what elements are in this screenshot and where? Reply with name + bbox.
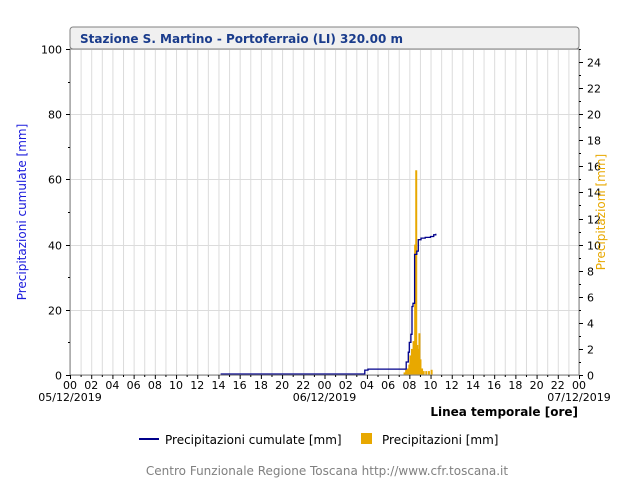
x-tick-label: 12 [445, 379, 459, 392]
x-tick-label: 08 [402, 379, 416, 392]
y-right-tick-label: 22 [587, 83, 601, 96]
precip-bar [409, 355, 412, 375]
x-tick-label: 02 [339, 379, 353, 392]
y-right-tick-label: 12 [587, 214, 601, 227]
precip-bar [425, 371, 428, 375]
precip-bar [415, 170, 418, 375]
chart-title: Stazione S. Martino - Portoferraio (LI) … [80, 32, 403, 46]
x-tick-label: 16 [233, 379, 247, 392]
y-axis-left-label: Precipitazioni cumulate [mm] [15, 124, 29, 301]
x-tick-label: 18 [254, 379, 268, 392]
y-right-tick-label: 14 [587, 187, 601, 200]
x-axis: 00 02 04 06 08 10 12 14 16 18 20 22 00 02 04 06 08 10 12 14… [38, 375, 611, 404]
y-axis-right-label: Precipitazioni [mm] [594, 154, 608, 271]
y-right-tick-label: 18 [587, 135, 601, 148]
x-tick-label: 00 [572, 379, 586, 392]
x-tick-label: 06 [127, 379, 141, 392]
footer-credit: Centro Funzionale Regione Toscana http:/… [146, 464, 508, 478]
precip-bar [408, 364, 411, 375]
precip-bar [418, 333, 421, 375]
x-tick-label: 10 [424, 379, 438, 392]
x-tick-label: 04 [105, 379, 119, 392]
precip-bar [421, 368, 424, 375]
precip-bar [419, 359, 422, 375]
x-tick-label: 20 [530, 379, 544, 392]
x-axis-label: Linea temporale [ore] [430, 405, 578, 419]
x-tick-label: 04 [360, 379, 374, 392]
precip-bar [403, 372, 406, 375]
y-right-tick-label: 4 [587, 318, 594, 331]
y-right-tick-label: 24 [587, 57, 601, 70]
precip-bar [406, 368, 409, 375]
x-tick-label: 12 [190, 379, 204, 392]
x-tick-label: 10 [169, 379, 183, 392]
y-right-tick-label: 0 [587, 370, 594, 383]
y-right-tick-label: 16 [587, 161, 601, 174]
y-right-tick-label: 20 [587, 109, 601, 122]
x-date-label: 05/12/2019 [38, 391, 101, 404]
y-axis-left: 0 20 40 60 80 100 [41, 44, 70, 383]
x-tick-label: 22 [296, 379, 310, 392]
precip-bar [410, 348, 413, 375]
x-tick-label: 18 [508, 379, 522, 392]
x-tick-label: 08 [148, 379, 162, 392]
legend: Precipitazioni cumulate [mm] Precipitazi… [139, 433, 499, 447]
precip-bar [414, 244, 417, 375]
y-left-tick-label: 40 [48, 240, 62, 253]
x-tick-label: 20 [275, 379, 289, 392]
y-left-tick-label: 80 [48, 109, 62, 122]
precip-bar [430, 369, 433, 375]
y-left-tick-label: 100 [41, 44, 62, 57]
cumulative-line [220, 233, 437, 375]
x-tick-label: 14 [466, 379, 480, 392]
grid [70, 49, 580, 376]
precip-bar [417, 348, 420, 375]
legend-label-cumulate: Precipitazioni cumulate [mm] [165, 433, 342, 447]
x-date-label: 07/12/2019 [547, 391, 610, 404]
precip-bar [405, 369, 408, 375]
legend-bar-swatch [361, 433, 372, 444]
precip-bar [427, 371, 430, 375]
precip-bar [412, 341, 415, 375]
x-date-label: 06/12/2019 [293, 391, 356, 404]
y-right-tick-label: 10 [587, 240, 601, 253]
x-tick-label: 00 [63, 379, 77, 392]
precip-bar [422, 371, 425, 375]
line-series [220, 233, 437, 375]
y-left-tick-label: 0 [55, 370, 62, 383]
x-tick-label: 00 [318, 379, 332, 392]
y-right-tick-label: 6 [587, 292, 594, 305]
x-tick-label: 16 [487, 379, 501, 392]
bar-series [403, 170, 433, 375]
x-tick-label: 02 [84, 379, 98, 392]
y-left-tick-label: 60 [48, 174, 62, 187]
x-tick-label: 14 [211, 379, 225, 392]
y-right-tick-label: 8 [587, 266, 594, 279]
y-right-tick-label: 2 [587, 344, 594, 357]
legend-label-precip: Precipitazioni [mm] [382, 433, 499, 447]
x-tick-label: 22 [551, 379, 565, 392]
precip-bar [416, 345, 419, 375]
x-tick-label: 06 [381, 379, 395, 392]
y-left-tick-label: 20 [48, 305, 62, 318]
